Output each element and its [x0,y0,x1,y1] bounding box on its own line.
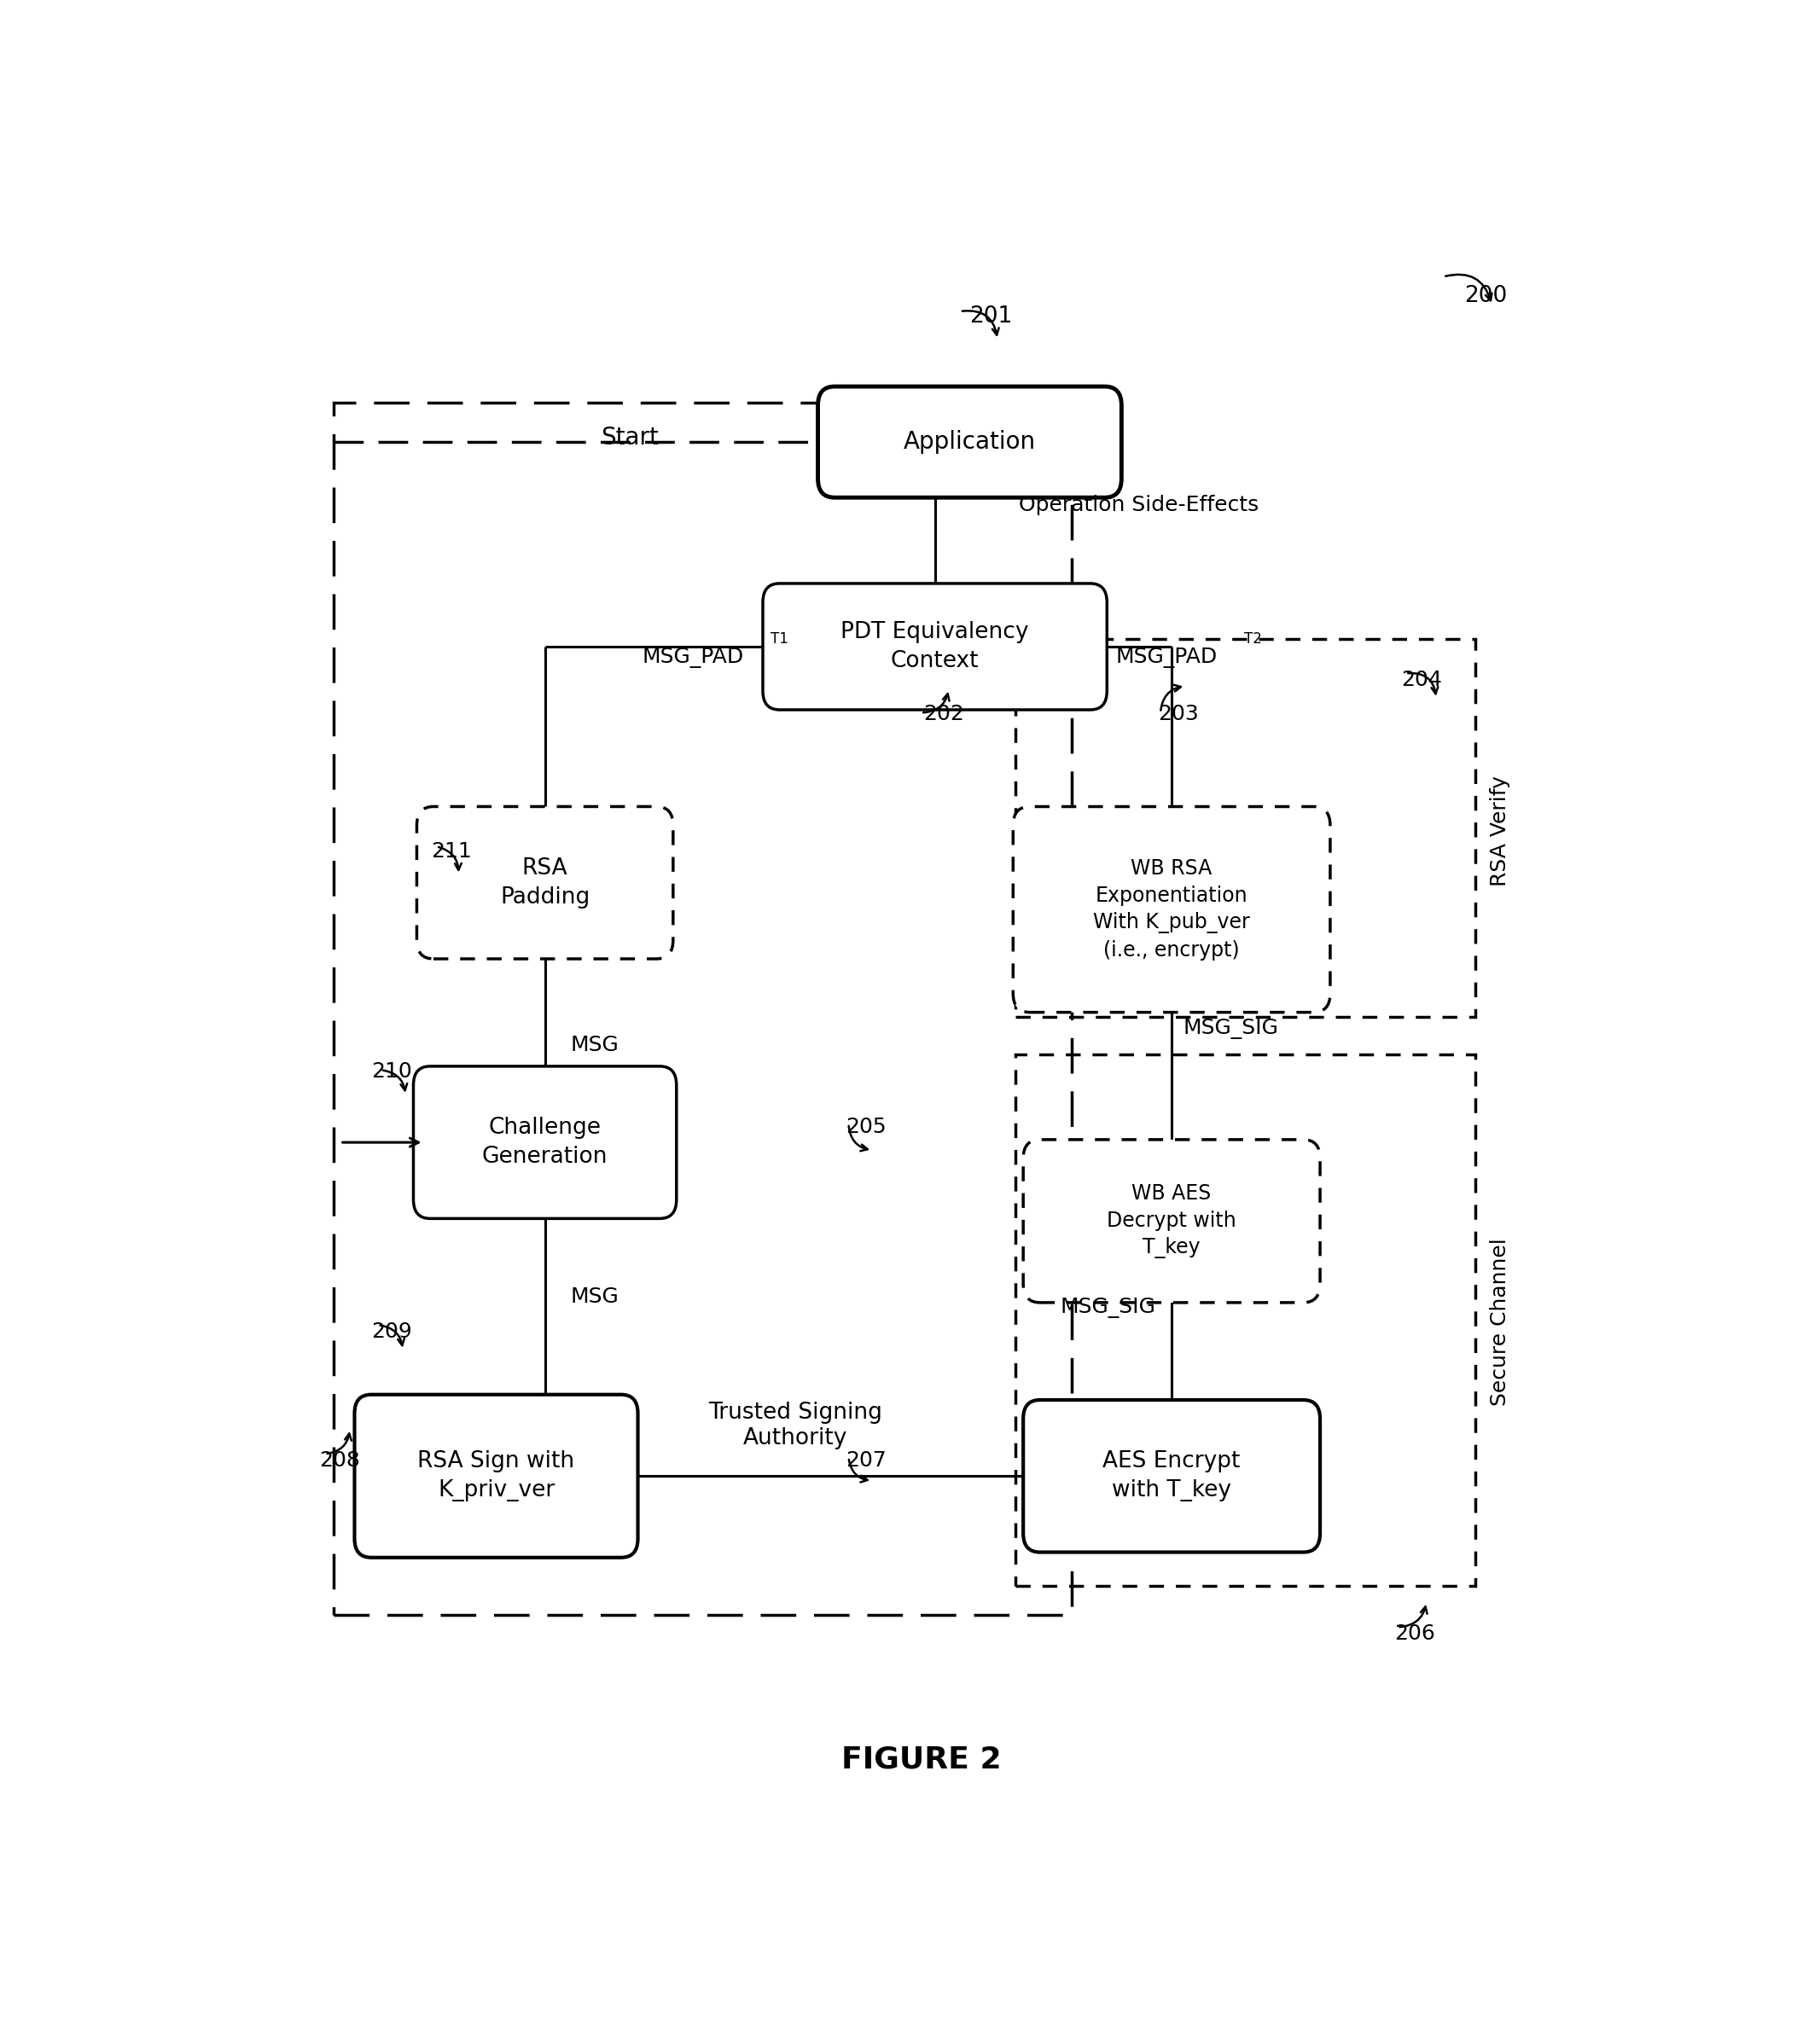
Text: MSG_SIG: MSG_SIG [1182,1018,1278,1038]
FancyBboxPatch shape [1022,1400,1321,1551]
Text: Start: Start [600,425,658,450]
Text: Operation Side-Effects: Operation Side-Effects [1019,495,1258,515]
Text: 206: 206 [1394,1623,1436,1643]
Bar [1015,638,1475,1016]
FancyBboxPatch shape [1014,807,1330,1012]
Text: T1: T1 [771,632,789,646]
Text: 204: 204 [1402,670,1443,691]
Text: PDT Equivalency
Context: PDT Equivalency Context [841,621,1030,672]
Bar [1015,1055,1475,1586]
Text: 207: 207 [846,1449,886,1470]
Text: 203: 203 [1157,703,1199,724]
Text: 210: 210 [370,1061,412,1081]
Text: 201: 201 [970,305,1012,327]
Text: Trusted Signing
Authority: Trusted Signing Authority [708,1402,882,1449]
Text: 209: 209 [370,1320,412,1341]
Text: Secure Channel: Secure Channel [1490,1239,1511,1406]
Text: MSG: MSG [570,1034,618,1055]
Bar [332,403,1071,1615]
Text: MSG_PAD: MSG_PAD [643,648,744,668]
Text: MSG: MSG [570,1286,618,1306]
FancyBboxPatch shape [762,583,1107,709]
Text: 202: 202 [924,703,965,724]
FancyBboxPatch shape [417,807,674,959]
FancyBboxPatch shape [1022,1141,1321,1302]
Text: FIGURE 2: FIGURE 2 [841,1746,1001,1774]
Text: WB RSA
Exponentiation
With K_pub_ver
(i.e., encrypt): WB RSA Exponentiation With K_pub_ver (i.… [1093,858,1251,961]
Text: MSG_SIG: MSG_SIG [1060,1298,1155,1318]
Text: RSA Sign with
K_priv_ver: RSA Sign with K_priv_ver [417,1451,575,1502]
Text: 205: 205 [846,1116,886,1136]
Text: MSG_PAD: MSG_PAD [1116,648,1218,668]
Text: 211: 211 [431,840,471,861]
Text: Challenge
Generation: Challenge Generation [482,1116,607,1167]
Text: RSA
Padding: RSA Padding [500,856,589,908]
Text: T2: T2 [1244,632,1261,646]
Text: 200: 200 [1465,284,1508,307]
FancyBboxPatch shape [413,1067,676,1218]
Text: 208: 208 [320,1449,359,1470]
Text: Application: Application [904,429,1035,454]
Text: AES Encrypt
with T_key: AES Encrypt with T_key [1103,1451,1240,1502]
FancyBboxPatch shape [818,386,1121,497]
Text: RSA Verify: RSA Verify [1490,775,1511,887]
Text: WB AES
Decrypt with
T_key: WB AES Decrypt with T_key [1107,1183,1236,1259]
FancyBboxPatch shape [354,1394,638,1558]
